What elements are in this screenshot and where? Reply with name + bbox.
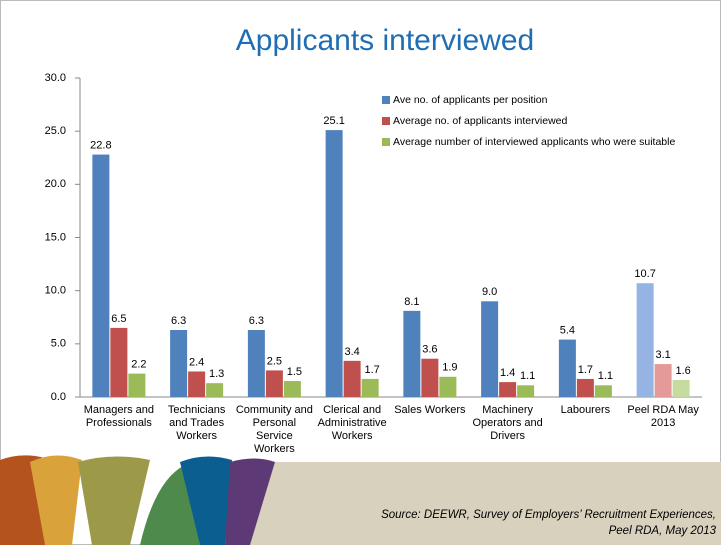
bar (325, 130, 343, 397)
bar (439, 376, 457, 397)
bar (283, 381, 301, 397)
x-tick-label: Clerical and Administrative Workers (317, 404, 387, 442)
y-tick-label: 30.0 (45, 72, 66, 84)
y-tick-label: 0.0 (51, 391, 66, 403)
bar (654, 364, 672, 397)
value-label: 1.7 (578, 364, 593, 376)
bar (576, 378, 594, 397)
x-tick-label: Community and Personal Service Workers (235, 404, 313, 455)
value-label: 1.6 (675, 365, 690, 377)
x-tick-label: Machinery Operators and Drivers (472, 404, 543, 442)
value-label: 1.4 (500, 367, 515, 379)
value-label: 2.2 (131, 359, 146, 371)
bar (110, 327, 128, 397)
y-tick-label: 15.0 (45, 231, 66, 243)
value-label: 6.3 (249, 315, 264, 327)
value-label: 3.4 (344, 346, 359, 358)
x-tick-label: Labourers (560, 404, 611, 416)
bar (361, 378, 379, 397)
value-label: 10.7 (634, 268, 655, 280)
bar (636, 283, 654, 397)
y-tick-label: 25.0 (45, 125, 66, 137)
y-tick-label: 20.0 (45, 178, 66, 190)
bar (594, 385, 612, 397)
x-tick-label: Sales Workers (394, 404, 466, 416)
bar (247, 330, 265, 397)
source-note: Source: DEEWR, Survey of Employers’ Recr… (381, 509, 716, 521)
bar (403, 310, 421, 397)
value-label: 1.1 (520, 370, 535, 382)
value-label: 9.0 (482, 286, 497, 298)
legend-label: Ave no. of applicants per position (393, 94, 548, 106)
bar (92, 154, 110, 397)
legend-swatch (382, 96, 390, 104)
bar (188, 371, 206, 397)
value-label: 6.3 (171, 315, 186, 327)
y-tick-label: 5.0 (51, 338, 66, 350)
x-tick-label: Technicians and Trades Workers (167, 404, 226, 442)
legend-label: Average no. of applicants interviewed (393, 115, 567, 127)
bar (343, 360, 361, 397)
legend-label: Average number of interviewed applicants… (393, 136, 675, 148)
value-label: 22.8 (90, 139, 111, 151)
value-label: 3.1 (655, 349, 670, 361)
bar (265, 370, 283, 397)
bar (128, 373, 146, 397)
bar (499, 382, 517, 397)
bar (481, 301, 499, 397)
value-label: 25.1 (323, 115, 344, 127)
value-label: 1.5 (287, 366, 302, 378)
chart-title: Applicants interviewed (236, 24, 535, 57)
value-label: 1.9 (442, 362, 457, 374)
bar (517, 385, 535, 397)
decoration (0, 455, 721, 545)
y-tick-label: 10.0 (45, 285, 66, 297)
bar (672, 379, 690, 397)
value-label: 8.1 (404, 296, 419, 308)
x-tick-label: Peel RDA May 2013 (627, 404, 699, 429)
value-label: 1.1 (598, 370, 613, 382)
value-label: 5.4 (560, 324, 575, 336)
value-label: 2.5 (267, 355, 282, 367)
source-note: Peel RDA, May 2013 (609, 525, 717, 537)
legend-swatch (382, 117, 390, 125)
value-label: 3.6 (422, 344, 437, 356)
x-tick-label: Managers and Professionals (83, 404, 155, 429)
legend-swatch (382, 138, 390, 146)
bar (558, 339, 576, 397)
value-label: 6.5 (111, 313, 126, 325)
bar (206, 383, 224, 397)
bar (421, 358, 439, 397)
value-label: 1.7 (364, 364, 379, 376)
value-label: 2.4 (189, 356, 204, 368)
bar (170, 330, 188, 397)
value-label: 1.3 (209, 368, 224, 380)
